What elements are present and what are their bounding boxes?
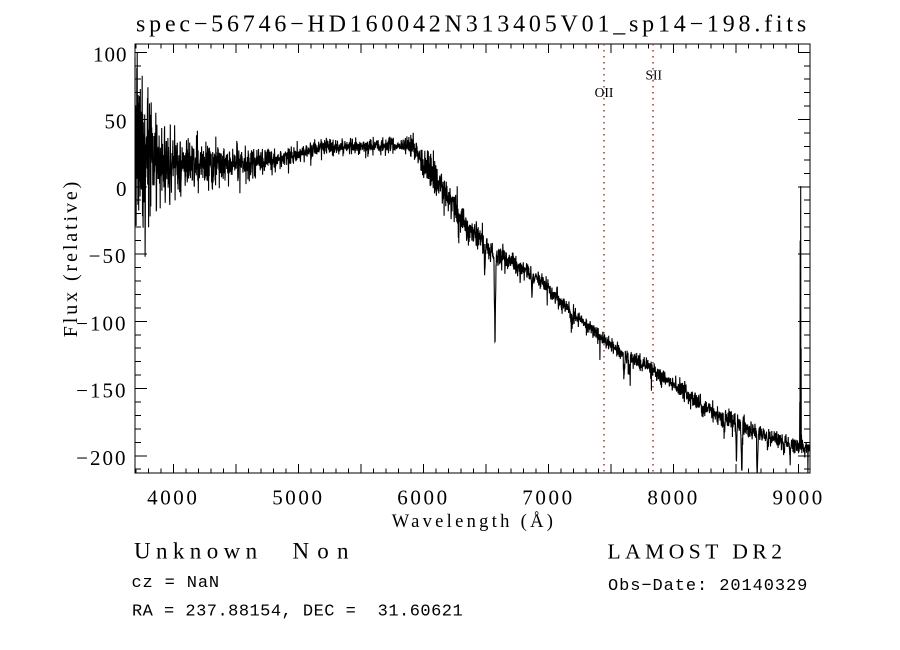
svg-text:Non: Non bbox=[293, 538, 357, 563]
svg-text:4000: 4000 bbox=[147, 485, 199, 509]
svg-text:−150: −150 bbox=[76, 379, 127, 403]
svg-text:7000: 7000 bbox=[522, 485, 574, 509]
svg-text:cz = NaN: cz = NaN bbox=[132, 574, 221, 593]
svg-text:6000: 6000 bbox=[397, 485, 449, 509]
svg-text:Unknown: Unknown bbox=[134, 538, 263, 563]
svg-text:spec−56746−HD160042N313405V01_: spec−56746−HD160042N313405V01_sp14−198.f… bbox=[136, 11, 810, 37]
svg-text:50: 50 bbox=[105, 110, 128, 134]
svg-text:SII: SII bbox=[645, 68, 662, 83]
svg-text:−50: −50 bbox=[89, 244, 128, 268]
svg-text:5000: 5000 bbox=[272, 485, 324, 509]
svg-text:−200: −200 bbox=[76, 446, 127, 470]
svg-text:RA = 237.88154, DEC = 31.6062: RA = 237.88154, DEC = 31.60621 bbox=[132, 603, 463, 622]
svg-text:Wavelength (Å): Wavelength (Å) bbox=[392, 511, 556, 532]
svg-text:Obs−Date: 20140329: Obs−Date: 20140329 bbox=[608, 577, 808, 596]
svg-text:8000: 8000 bbox=[647, 485, 699, 509]
svg-text:0: 0 bbox=[116, 177, 128, 201]
svg-text:OII: OII bbox=[595, 85, 614, 100]
svg-text:LAMOST DR2: LAMOST DR2 bbox=[608, 539, 787, 563]
svg-text:9000: 9000 bbox=[772, 485, 824, 509]
svg-text:Flux (relative): Flux (relative) bbox=[60, 179, 82, 337]
svg-text:100: 100 bbox=[93, 42, 128, 66]
svg-text:−100: −100 bbox=[76, 311, 127, 335]
